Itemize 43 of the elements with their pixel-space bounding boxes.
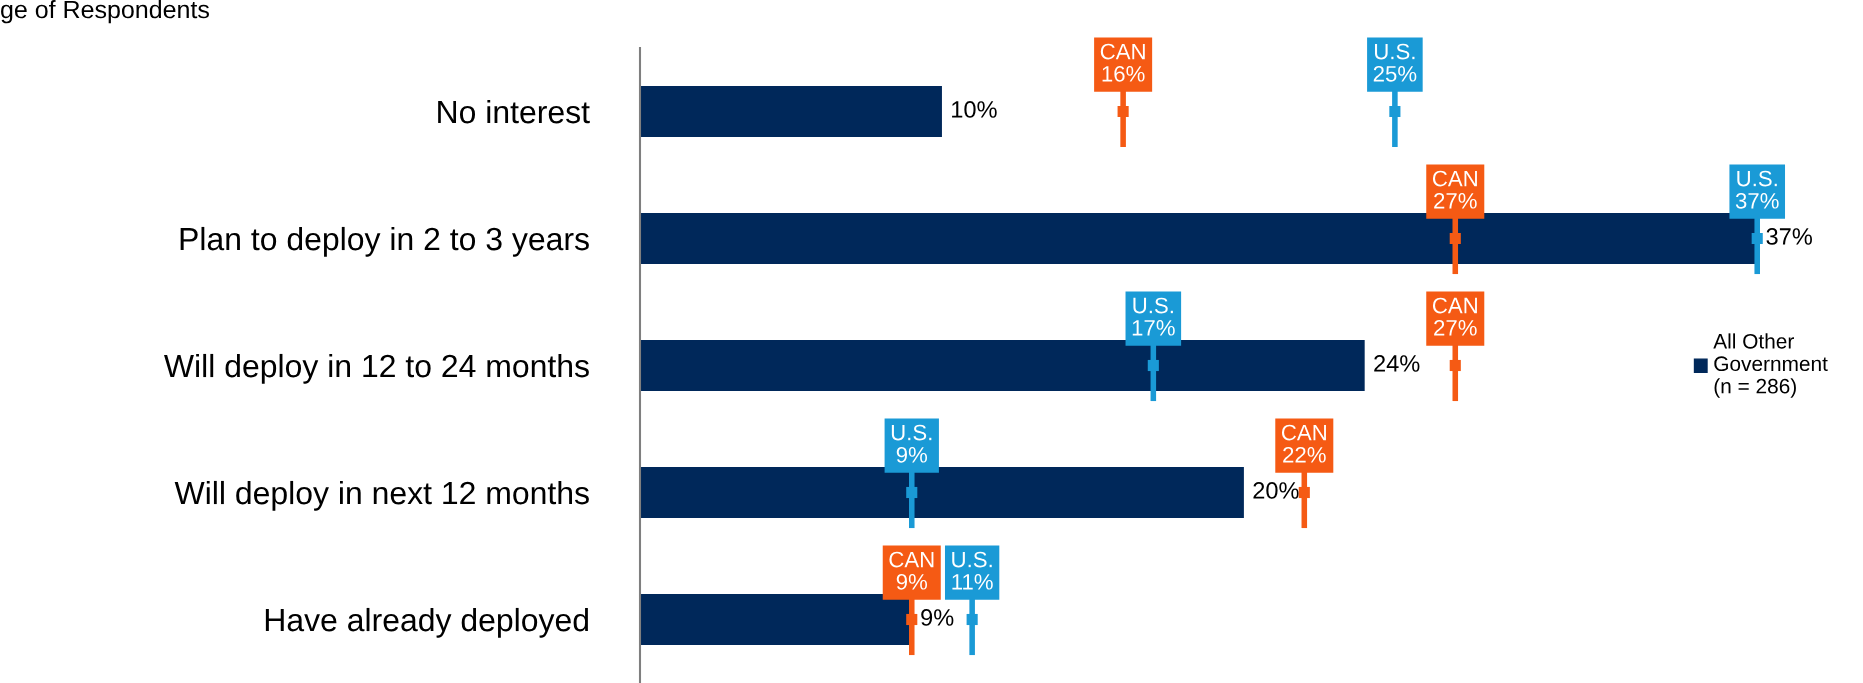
data-label: 16% [1102, 65, 1145, 82]
text: CAN [1281, 424, 1326, 441]
text: U.S. [1133, 297, 1173, 314]
data-label: 20% [1253, 482, 1299, 499]
text: U.S. [891, 424, 932, 441]
legend-label: All Other Government (n = 286) [1713, 333, 1828, 398]
data-label: 11% [952, 574, 993, 590]
y-tick-label: Have already deployed [265, 607, 588, 638]
bar [640, 86, 942, 137]
y-tick-label: Plan to deploy in 2 to 3 years [180, 226, 589, 257]
text: CAN [1432, 297, 1477, 314]
point [1449, 359, 1461, 372]
text: ge of Respondents [1, 0, 209, 24]
data-label: 37% [1735, 192, 1779, 209]
text: U.S. [1737, 170, 1777, 187]
text: CAN [1100, 43, 1145, 60]
point [1147, 359, 1159, 372]
point [1117, 105, 1129, 118]
data-label: 25% [1373, 65, 1417, 82]
y-tick-label: Will deploy in next 12 months [174, 480, 589, 511]
text: CAN [889, 551, 934, 568]
data-label: 27% [1434, 192, 1477, 209]
point [1751, 232, 1763, 245]
point [1449, 232, 1461, 245]
data-label: 9% [896, 446, 928, 463]
data-label: 17% [1132, 320, 1175, 336]
text: U.S. [952, 551, 992, 568]
point [906, 613, 918, 626]
y-tick-label: No interest [438, 99, 590, 124]
point [1389, 105, 1401, 118]
point [906, 486, 918, 499]
data-label: 9% [921, 609, 954, 626]
data-label: 9% [896, 573, 928, 590]
point [1298, 486, 1310, 499]
data-label: 10% [952, 101, 997, 118]
data-label: 24% [1374, 355, 1420, 372]
data-label: 27% [1434, 319, 1477, 336]
point [966, 613, 978, 626]
text: CAN [1432, 170, 1477, 187]
text: U.S. [1374, 43, 1415, 60]
y-tick-label: Will deploy in 12 to 24 months [164, 353, 589, 384]
data-label: 22% [1283, 446, 1326, 463]
data-label: 37% [1766, 228, 1812, 245]
